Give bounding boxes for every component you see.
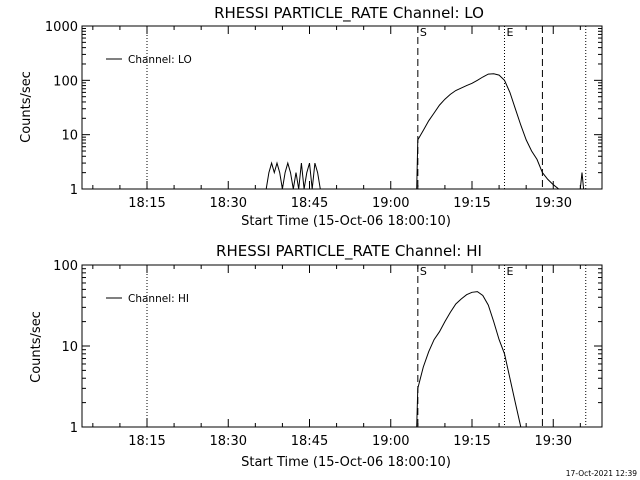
hi-event-marker-label: E bbox=[507, 265, 514, 278]
lo-legend: Channel: LO bbox=[106, 54, 192, 66]
hi-xtick-label: 18:45 bbox=[291, 434, 328, 449]
lo-channel-panel: RHESSI PARTICLE_RATE Channel: LO Counts/… bbox=[19, 4, 603, 229]
lo-y-axis-label: Counts/sec bbox=[19, 71, 34, 143]
hi-xtick-label: 18:30 bbox=[210, 434, 247, 449]
lo-xtick-label: 18:15 bbox=[128, 196, 165, 211]
lo-x-axis-label: Start Time (15-Oct-06 18:00:10) bbox=[241, 214, 451, 229]
hi-channel-panel: RHESSI PARTICLE_RATE Channel: HI Counts/… bbox=[29, 242, 603, 470]
hi-plot-frame bbox=[81, 264, 603, 428]
hi-legend-label: Channel: HI bbox=[128, 293, 189, 305]
lo-xtick-label: 19:30 bbox=[535, 196, 572, 211]
lo-event-marker-label: S bbox=[420, 26, 427, 39]
lo-ytick-label: 1 bbox=[70, 183, 78, 198]
hi-y-axis-label: Counts/sec bbox=[29, 311, 44, 383]
hi-series-line-segment-0 bbox=[416, 291, 522, 428]
lo-plot-frame bbox=[81, 25, 603, 190]
lo-xtick-label: 18:30 bbox=[210, 196, 247, 211]
hi-xtick-label: 19:30 bbox=[535, 434, 572, 449]
hi-ytick-label: 10 bbox=[61, 340, 78, 355]
hi-event-marker-label: S bbox=[420, 265, 427, 278]
lo-series-line-segment-1 bbox=[416, 73, 560, 190]
lo-series-line-segment-0 bbox=[265, 161, 321, 190]
hi-xtick-label: 19:00 bbox=[372, 434, 409, 449]
lo-xtick-label: 19:00 bbox=[372, 196, 409, 211]
lo-legend-label: Channel: LO bbox=[128, 54, 192, 66]
hi-legend: Channel: HI bbox=[106, 293, 189, 305]
hi-chart-title: RHESSI PARTICLE_RATE Channel: HI bbox=[216, 242, 482, 261]
hi-ytick-label: 1 bbox=[70, 421, 78, 436]
hi-xtick-label: 18:15 bbox=[128, 434, 165, 449]
footer-timestamp: 17-Oct-2021 12:39 bbox=[566, 469, 637, 478]
hi-ytick-label: 100 bbox=[53, 259, 78, 274]
lo-xtick-label: 18:45 bbox=[291, 196, 328, 211]
lo-xtick-label: 19:15 bbox=[453, 196, 490, 211]
lo-ytick-label: 100 bbox=[53, 74, 78, 89]
lo-event-marker-label: E bbox=[507, 26, 514, 39]
hi-x-axis-label: Start Time (15-Oct-06 18:00:10) bbox=[241, 455, 451, 470]
lo-ytick-label: 10 bbox=[61, 129, 78, 144]
lo-chart-title: RHESSI PARTICLE_RATE Channel: LO bbox=[214, 4, 484, 23]
lo-series-line-segment-2 bbox=[579, 172, 585, 190]
hi-xtick-label: 19:15 bbox=[453, 434, 490, 449]
lo-ytick-label: 1000 bbox=[45, 20, 78, 35]
